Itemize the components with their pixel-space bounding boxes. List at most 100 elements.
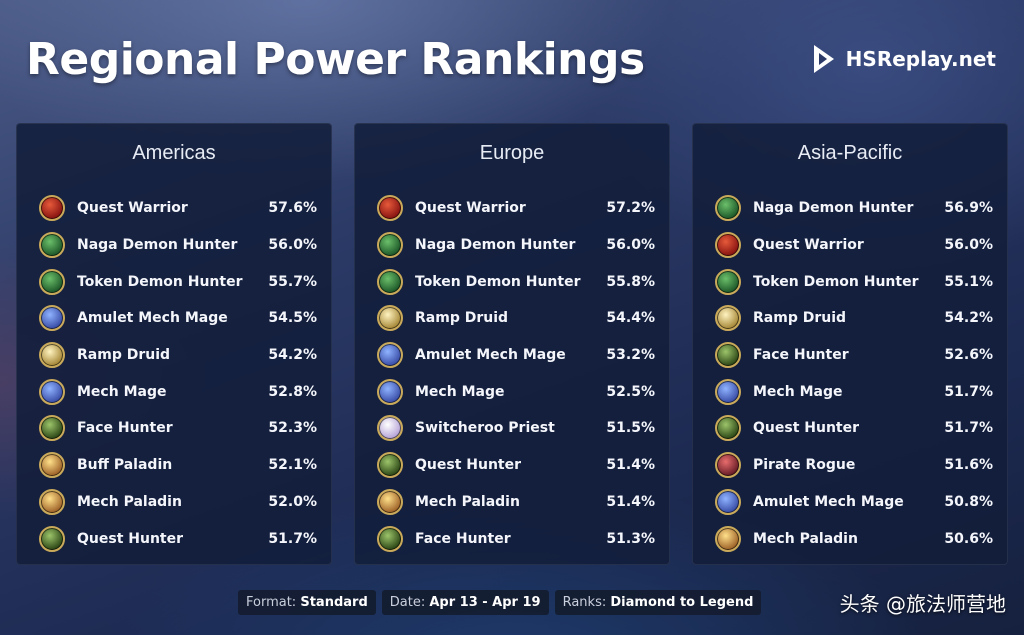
deck-row: Mech Mage 52.8% — [17, 373, 331, 410]
ranks-chip: Ranks: Diamond to Legend — [554, 590, 762, 615]
deck-winrate: 56.0% — [268, 237, 317, 254]
deck-list: Quest Warrior 57.2% Naga Demon Hunter 56.0%… — [355, 190, 669, 557]
mage-icon — [39, 305, 65, 332]
deck-winrate: 51.7% — [944, 420, 993, 437]
deck-row: Mech Paladin 52.0% — [17, 484, 331, 521]
page-title: Regional Power Rankings — [26, 34, 645, 85]
deck-name: Ramp Druid — [77, 347, 171, 364]
deck-row: Amulet Mech Mage 54.5% — [17, 300, 331, 337]
deck-name: Mech Paladin — [415, 493, 520, 510]
deck-winrate: 51.4% — [606, 493, 655, 510]
deck-winrate: 51.7% — [944, 383, 993, 400]
filter-bar: Format: Standard Date: Apr 13 - Apr 19 R… — [238, 590, 762, 615]
deck-name: Quest Warrior — [753, 237, 864, 254]
paladin-icon — [715, 525, 741, 552]
deck-list: Quest Warrior 57.6% Naga Demon Hunter 56.0%… — [17, 190, 331, 557]
hunter-icon — [715, 415, 741, 442]
ranks-value: Diamond to Legend — [610, 595, 754, 610]
deck-name: Token Demon Hunter — [415, 273, 581, 290]
mage-icon — [377, 378, 403, 405]
deck-winrate: 51.3% — [606, 530, 655, 547]
deck-row: Quest Hunter 51.7% — [693, 410, 1007, 447]
deck-name: Mech Mage — [77, 383, 167, 400]
deck-name: Mech Paladin — [77, 493, 182, 510]
warrior-icon — [39, 195, 65, 222]
deck-name: Buff Paladin — [77, 457, 173, 474]
deck-winrate: 50.6% — [944, 530, 993, 547]
warrior-icon — [715, 232, 741, 259]
deck-name: Naga Demon Hunter — [753, 200, 914, 217]
deck-winrate: 51.4% — [606, 457, 655, 474]
deck-row: Token Demon Hunter 55.7% — [17, 263, 331, 300]
date-label: Date: — [389, 595, 426, 610]
hunter-icon — [377, 452, 403, 479]
deck-row: Ramp Druid 54.2% — [693, 300, 1007, 337]
deck-row: Token Demon Hunter 55.8% — [355, 263, 669, 300]
deck-winrate: 54.2% — [268, 347, 317, 364]
region-title: Europe — [479, 142, 545, 164]
region-panel-europe: Europe Quest Warrior 57.2% Naga Demon Hunt… — [354, 123, 670, 565]
deck-winrate: 51.5% — [606, 420, 655, 437]
deck-name: Naga Demon Hunter — [415, 237, 576, 254]
deck-row: Quest Warrior 57.6% — [17, 190, 331, 227]
deck-winrate: 56.0% — [944, 237, 993, 254]
demon-hunter-icon — [377, 268, 403, 295]
deck-name: Mech Mage — [415, 383, 505, 400]
hunter-icon — [377, 525, 403, 552]
deck-name: Quest Hunter — [415, 457, 522, 474]
deck-name: Ramp Druid — [753, 310, 847, 327]
deck-winrate: 56.9% — [944, 200, 993, 217]
deck-winrate: 56.0% — [606, 237, 655, 254]
deck-winrate: 54.4% — [606, 310, 655, 327]
deck-row: Face Hunter 52.6% — [693, 337, 1007, 374]
deck-winrate: 52.3% — [268, 420, 317, 437]
deck-name: Face Hunter — [753, 347, 849, 364]
druid-icon — [39, 342, 65, 369]
priest-icon — [377, 415, 403, 442]
paladin-icon — [39, 452, 65, 479]
deck-name: Mech Paladin — [753, 530, 858, 547]
mage-icon — [715, 378, 741, 405]
deck-row: Pirate Rogue 51.6% — [693, 447, 1007, 484]
deck-winrate: 52.6% — [944, 347, 993, 364]
demon-hunter-icon — [715, 195, 741, 222]
deck-name: Amulet Mech Mage — [77, 310, 228, 327]
deck-name: Face Hunter — [415, 530, 511, 547]
brand-logo: HSReplay.net — [810, 42, 996, 76]
hunter-icon — [715, 342, 741, 369]
deck-row: Naga Demon Hunter 56.0% — [355, 227, 669, 264]
deck-row: Quest Hunter 51.7% — [17, 520, 331, 557]
druid-icon — [715, 305, 741, 332]
deck-name: Amulet Mech Mage — [415, 347, 566, 364]
deck-row: Quest Warrior 57.2% — [355, 190, 669, 227]
hsreplay-logo-icon — [813, 45, 834, 73]
hunter-icon — [39, 415, 65, 442]
deck-name: Face Hunter — [77, 420, 173, 437]
deck-winrate: 57.2% — [606, 200, 655, 217]
deck-winrate: 52.1% — [268, 457, 317, 474]
date-chip: Date: Apr 13 - Apr 19 — [381, 590, 549, 615]
deck-name: Mech Mage — [753, 383, 843, 400]
region-panel-americas: Americas Quest Warrior 57.6% Naga Demon Hu… — [16, 123, 332, 565]
demon-hunter-icon — [39, 268, 65, 295]
deck-winrate: 55.7% — [268, 273, 317, 290]
format-value: Standard — [300, 595, 368, 610]
demon-hunter-icon — [377, 232, 403, 259]
deck-row: Naga Demon Hunter 56.9% — [693, 190, 1007, 227]
deck-row: Naga Demon Hunter 56.0% — [17, 227, 331, 264]
deck-winrate: 53.2% — [606, 347, 655, 364]
deck-name: Quest Warrior — [77, 200, 188, 217]
deck-name: Pirate Rogue — [753, 457, 856, 474]
deck-name: Amulet Mech Mage — [753, 493, 904, 510]
deck-winrate: 55.8% — [606, 273, 655, 290]
demon-hunter-icon — [715, 268, 741, 295]
deck-row: Quest Warrior 56.0% — [693, 227, 1007, 264]
deck-row: Amulet Mech Mage 53.2% — [355, 337, 669, 374]
deck-row: Buff Paladin 52.1% — [17, 447, 331, 484]
date-value: Apr 13 - Apr 19 — [429, 595, 541, 610]
deck-name: Token Demon Hunter — [753, 273, 919, 290]
deck-row: Mech Paladin 50.6% — [693, 520, 1007, 557]
watermark: 头条 @旅法师营地 — [839, 592, 1006, 616]
deck-row: Ramp Druid 54.2% — [17, 337, 331, 374]
deck-row: Face Hunter 52.3% — [17, 410, 331, 447]
